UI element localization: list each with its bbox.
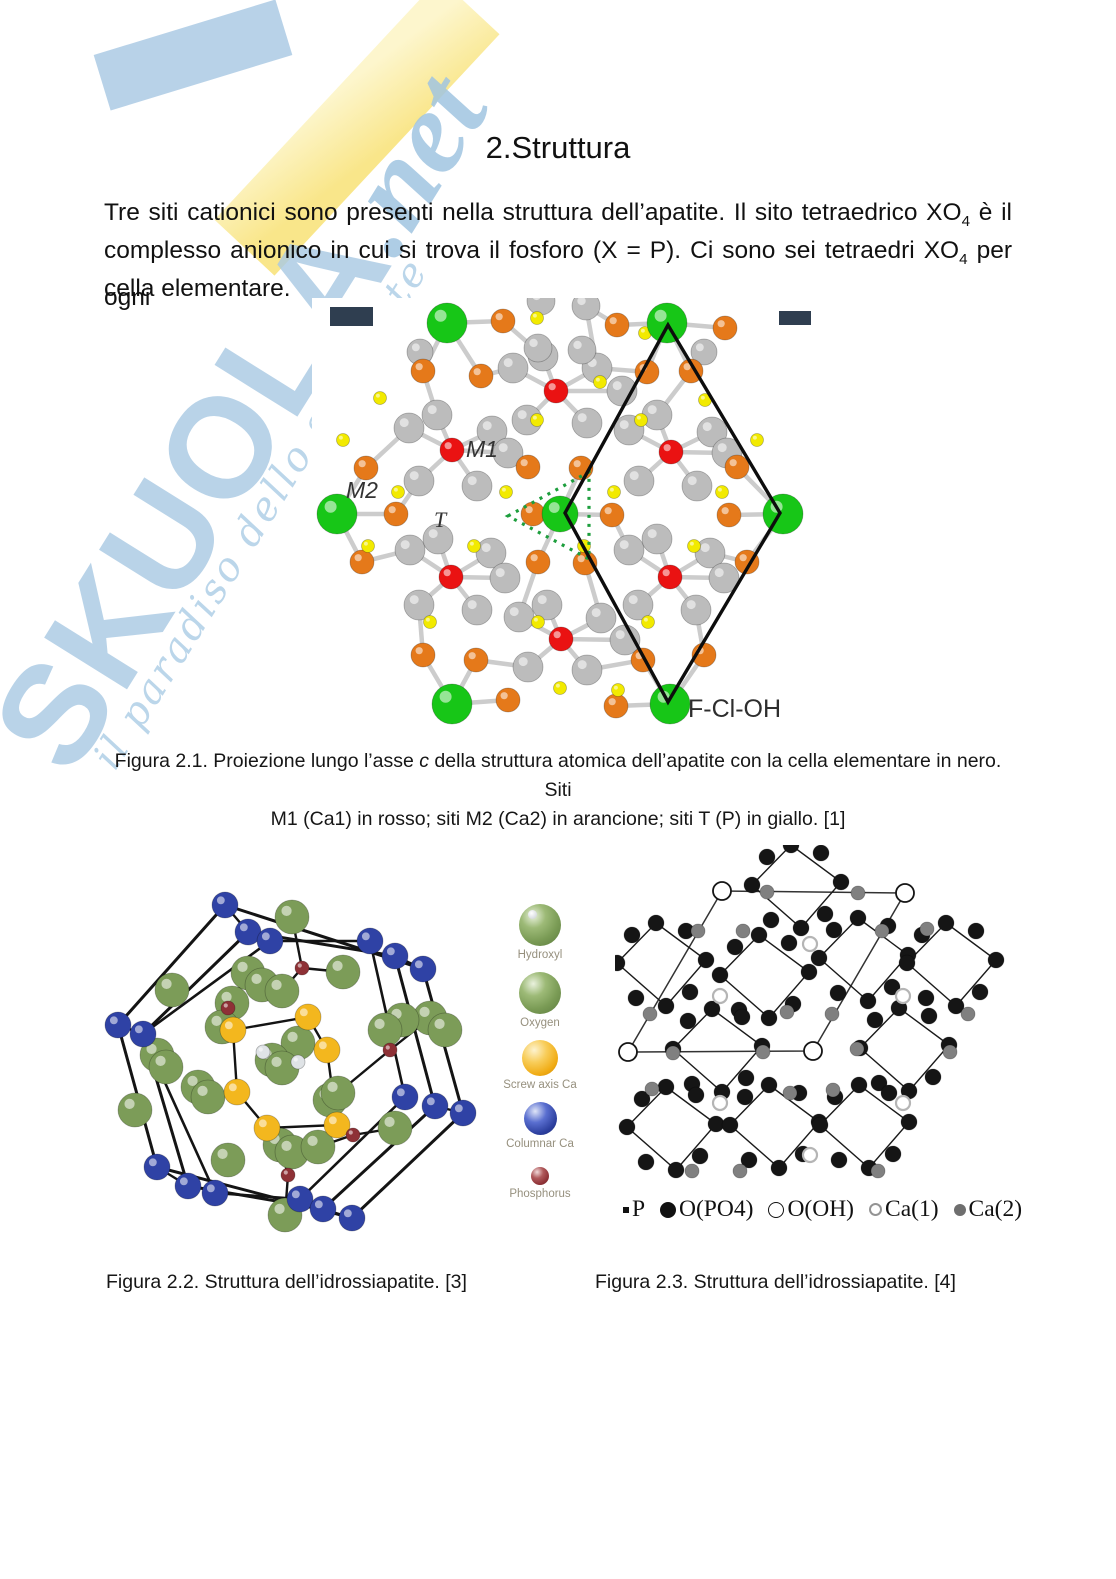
paragraph-line-3: cella elementare. [104, 275, 291, 302]
legend-item-screw-axis-ca: Screw axis Ca [503, 1040, 577, 1091]
filled-circle-icon [660, 1201, 677, 1218]
filled-gray-circle-icon [953, 1203, 966, 1216]
legend-label: P [631, 1196, 646, 1222]
small-open-gray-circle-icon [869, 1203, 883, 1216]
legend-item-columnar-ca: Columnar Ca [506, 1102, 574, 1150]
caption-figure-2-1: Figura 2.1. Proiezione lungo l’asse c de… [114, 750, 1002, 830]
columnar-ca-sphere-icon [523, 1102, 557, 1135]
legend-label: Screw axis Ca [503, 1079, 577, 1091]
legend-label: Columnar Ca [506, 1138, 574, 1150]
legend-item-phosphorus: Phosphorus [509, 1161, 571, 1200]
svg-text:F-Cl-OH: F-Cl-OH [688, 695, 781, 723]
legend-label: Hydroxyl [517, 949, 563, 961]
page-title: 2.Struttura [485, 130, 631, 165]
phosphorus-sphere-icon [531, 1167, 549, 1185]
svg-text:M2: M2 [346, 477, 378, 503]
oxygen-sphere-icon [519, 972, 561, 1014]
figure-2-2-hydroxyapatite-structure [90, 868, 510, 1260]
legend-item-ca1: Ca(1) [869, 1196, 939, 1223]
legend-label: Ca(2) [968, 1196, 1023, 1222]
figure-2-3-hydroxyapatite-projection [615, 845, 1030, 1185]
open-circle-icon [768, 1201, 785, 1218]
legend-item-hydroxyl: Hydroxyl [517, 904, 563, 961]
legend-label: O(OH) [787, 1196, 855, 1222]
svg-text:T: T [434, 507, 448, 532]
figure-2-1-apatite-projection: M1 M2 T F-Cl-OH [312, 298, 824, 750]
legend-item-o-oh: O(OH) [768, 1196, 854, 1223]
legend-item-oxygen: Oxygen [519, 972, 561, 1029]
paragraph-line-2: complesso anionico in cui si trova il fo… [104, 237, 1013, 311]
figure-2-3-legend: P O(PO4) O(OH) Ca(1) Ca(2) [615, 1196, 1030, 1223]
figure-2-2-legend: Hydroxyl Oxygen Screw axis Ca Columnar C… [492, 904, 588, 1211]
legend-label: Ca(1) [885, 1196, 939, 1222]
legend-item-ca2: Ca(2) [953, 1196, 1023, 1223]
legend-item-o-po4: O(PO4) [660, 1196, 753, 1223]
legend-label: Oxygen [520, 1017, 560, 1029]
screw-axis-ca-sphere-icon [522, 1040, 558, 1076]
legend-label: O(PO4) [679, 1196, 754, 1222]
legend-item-p: P [622, 1196, 646, 1223]
paragraph-line-1: Tre siti cationici sono presenti nella s… [104, 199, 1012, 230]
hydroxyl-sphere-icon [518, 904, 561, 946]
legend-label: Phosphorus [509, 1188, 571, 1200]
caption-figure-2-3: Figura 2.3. Struttura dell’idrossiapatit… [595, 1271, 956, 1293]
p-square-icon [622, 1206, 629, 1213]
caption-figure-2-2: Figura 2.2. Struttura dell’idrossiapatit… [106, 1271, 467, 1293]
svg-text:M1: M1 [466, 436, 498, 462]
body-paragraph: Tre siti cationici sono presenti nella s… [104, 194, 1013, 311]
